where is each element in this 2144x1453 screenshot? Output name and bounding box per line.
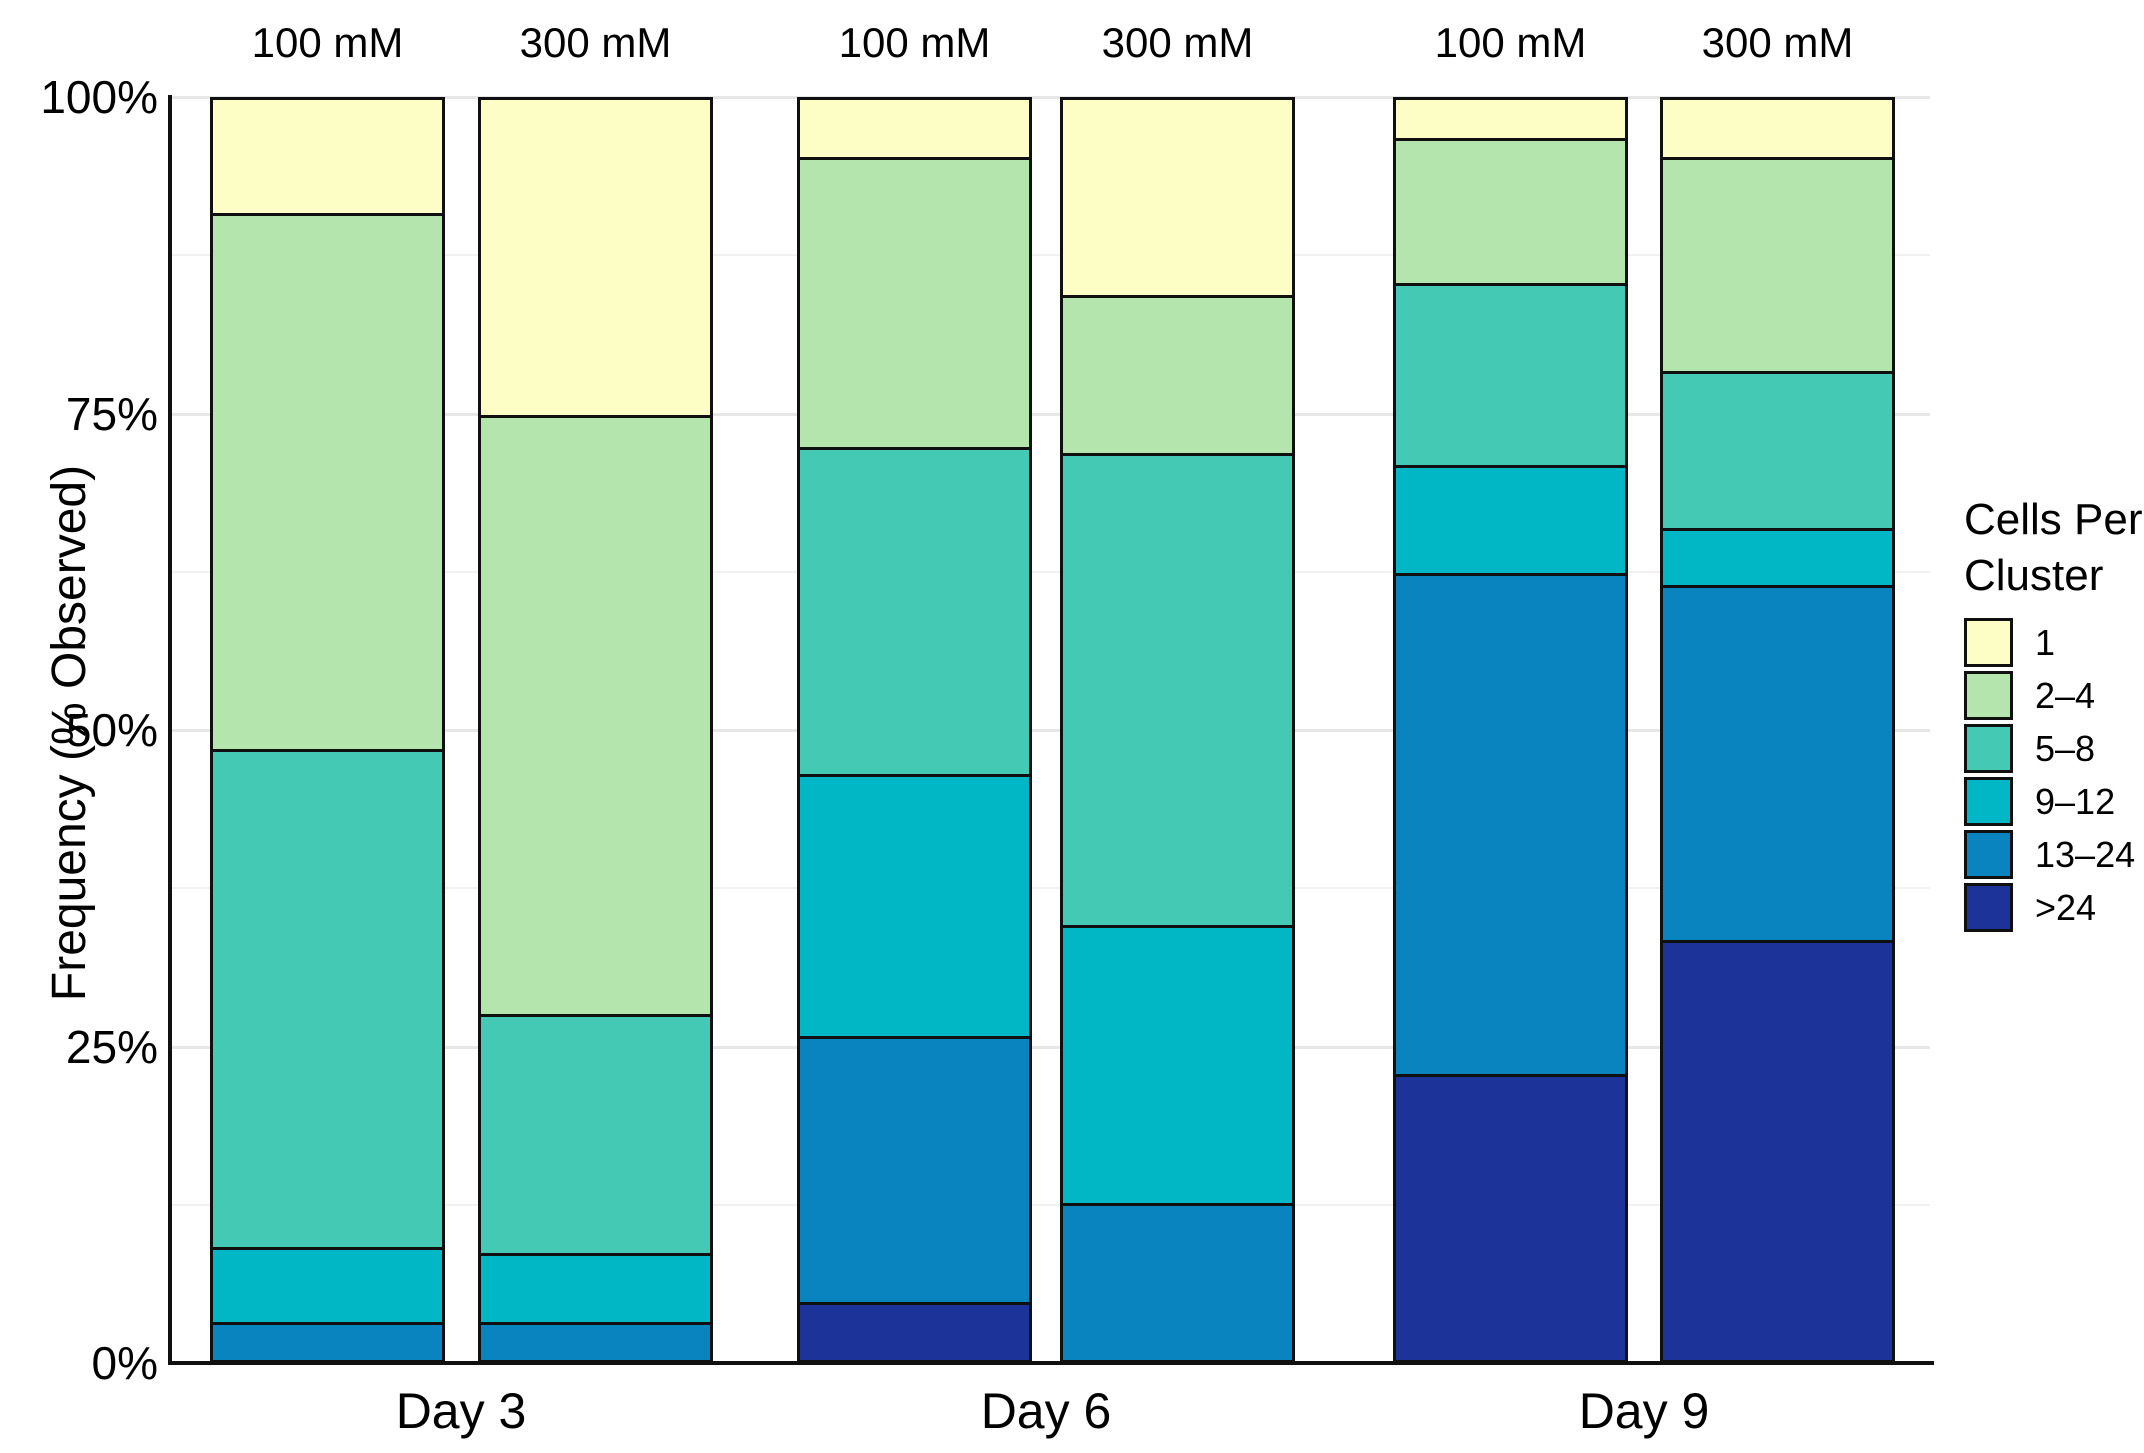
bar-day6-300mM xyxy=(1060,97,1295,1363)
bar-segment-5–8 xyxy=(1663,370,1892,529)
bar-segment-9–12 xyxy=(1063,925,1292,1203)
bar-segment-2–4 xyxy=(481,415,710,1014)
bar-segment-9–12 xyxy=(1663,528,1892,586)
legend: Cells Per Cluster 1 2–4 5–8 9–12 13–24 >24 xyxy=(1964,492,2143,934)
bar-segment-1 xyxy=(1063,100,1292,296)
y-axis-line xyxy=(168,95,172,1365)
legend-title-line1: Cells Per xyxy=(1964,495,2143,544)
legend-swatch-9–12 xyxy=(1964,777,2013,826)
bar-segment-2–4 xyxy=(1663,156,1892,371)
column-label-4: 100 mM xyxy=(1434,19,1587,66)
bar-segment->24 xyxy=(1396,1073,1625,1360)
bar-segment-2–4 xyxy=(1396,137,1625,283)
legend-label-9–12: 9–12 xyxy=(2035,780,2116,822)
bar-segment-5–8 xyxy=(481,1013,710,1253)
column-label-1: 300 mM xyxy=(519,19,672,66)
bar-segment-1 xyxy=(481,100,710,415)
bar-segment-9–12 xyxy=(213,1246,442,1323)
legend-swatch->24 xyxy=(1964,883,2013,932)
bar-segment->24 xyxy=(1663,940,1892,1360)
x-group-label-day-9: Day 9 xyxy=(1578,1383,1710,1439)
bar-segment-2–4 xyxy=(800,156,1029,447)
legend-swatch-5–8 xyxy=(1964,724,2013,773)
bar-segment-13–24 xyxy=(1396,572,1625,1074)
legend-entry-1: 1 xyxy=(1964,616,2143,669)
y-tick-label-100: 100% xyxy=(40,71,158,123)
bar-segment-5–8 xyxy=(1063,452,1292,926)
y-tick-label-75: 75% xyxy=(65,387,158,440)
major-gridline-100 xyxy=(172,96,1930,99)
bar-day3-100mM xyxy=(210,97,445,1363)
bar-segment-9–12 xyxy=(1396,465,1625,573)
bar-segment-13–24 xyxy=(1663,585,1892,941)
legend-label->24: >24 xyxy=(2035,886,2097,928)
legend-swatch-1 xyxy=(1964,618,2013,667)
bar-segment-1 xyxy=(213,100,442,214)
bar-day9-100mM xyxy=(1393,97,1628,1363)
legend-label-2–4: 2–4 xyxy=(2035,674,2096,716)
bar-day3-300mM xyxy=(478,97,713,1363)
minor-gridline-37.5 xyxy=(172,887,1930,890)
y-tick-label-25: 25% xyxy=(65,1020,158,1073)
x-group-label-day-3: Day 3 xyxy=(395,1383,527,1439)
bar-segment-2–4 xyxy=(213,213,442,749)
minor-gridline-62.5 xyxy=(172,570,1930,573)
major-gridline-25 xyxy=(172,1045,1930,1049)
bar-segment-9–12 xyxy=(800,774,1029,1037)
bar-segment-2–4 xyxy=(1063,295,1292,453)
minor-gridline-87.5 xyxy=(172,254,1930,257)
bar-segment-5–8 xyxy=(800,446,1029,775)
legend-label-5–8: 5–8 xyxy=(2035,727,2096,769)
column-label-0: 100 mM xyxy=(251,19,404,66)
legend-entry-13–24: 13–24 xyxy=(1964,828,2143,881)
minor-gridline-12.5 xyxy=(172,1203,1930,1206)
bar-segment-13–24 xyxy=(481,1322,710,1360)
legend-entry-2–4: 2–4 xyxy=(1964,669,2143,722)
bar-segment-5–8 xyxy=(1396,282,1625,466)
legend-swatch-13–24 xyxy=(1964,830,2013,879)
bar-segment-13–24 xyxy=(1063,1202,1292,1360)
major-gridline-50 xyxy=(172,729,1930,732)
column-label-5: 300 mM xyxy=(1701,19,1854,66)
legend-title: Cells Per Cluster xyxy=(1964,492,2143,604)
legend-entry-9–12: 9–12 xyxy=(1964,775,2143,828)
bar-segment-9–12 xyxy=(481,1252,710,1323)
bar-segment->24 xyxy=(800,1302,1029,1360)
legend-title-line2: Cluster xyxy=(1964,551,2104,600)
y-axis-title: Frequency (% Observed) xyxy=(43,464,96,1002)
bar-segment-13–24 xyxy=(800,1036,1029,1303)
legend-entry->24: >24 xyxy=(1964,881,2143,934)
major-gridline-75 xyxy=(172,412,1930,416)
legend-swatch-2–4 xyxy=(1964,671,2013,720)
bar-segment-1 xyxy=(1663,100,1892,157)
legend-label-1: 1 xyxy=(2035,621,2056,663)
legend-entry-5–8: 5–8 xyxy=(1964,722,2143,775)
y-tick-label-0: 0% xyxy=(91,1337,158,1389)
x-axis-line xyxy=(168,1361,1934,1365)
bar-segment-1 xyxy=(1396,100,1625,138)
bar-day9-300mM xyxy=(1660,97,1895,1363)
column-label-2: 100 mM xyxy=(838,19,991,66)
bar-segment-5–8 xyxy=(213,748,442,1247)
column-label-3: 300 mM xyxy=(1101,19,1254,66)
x-group-label-day-6: Day 6 xyxy=(980,1383,1112,1439)
bar-day6-100mM xyxy=(797,97,1032,1363)
bar-segment-1 xyxy=(800,100,1029,157)
legend-keys: 1 2–4 5–8 9–12 13–24 >24 xyxy=(1964,616,2143,934)
y-tick-label-50: 50% xyxy=(65,704,158,756)
bar-segment-13–24 xyxy=(213,1322,442,1360)
legend-label-13–24: 13–24 xyxy=(2035,833,2136,875)
